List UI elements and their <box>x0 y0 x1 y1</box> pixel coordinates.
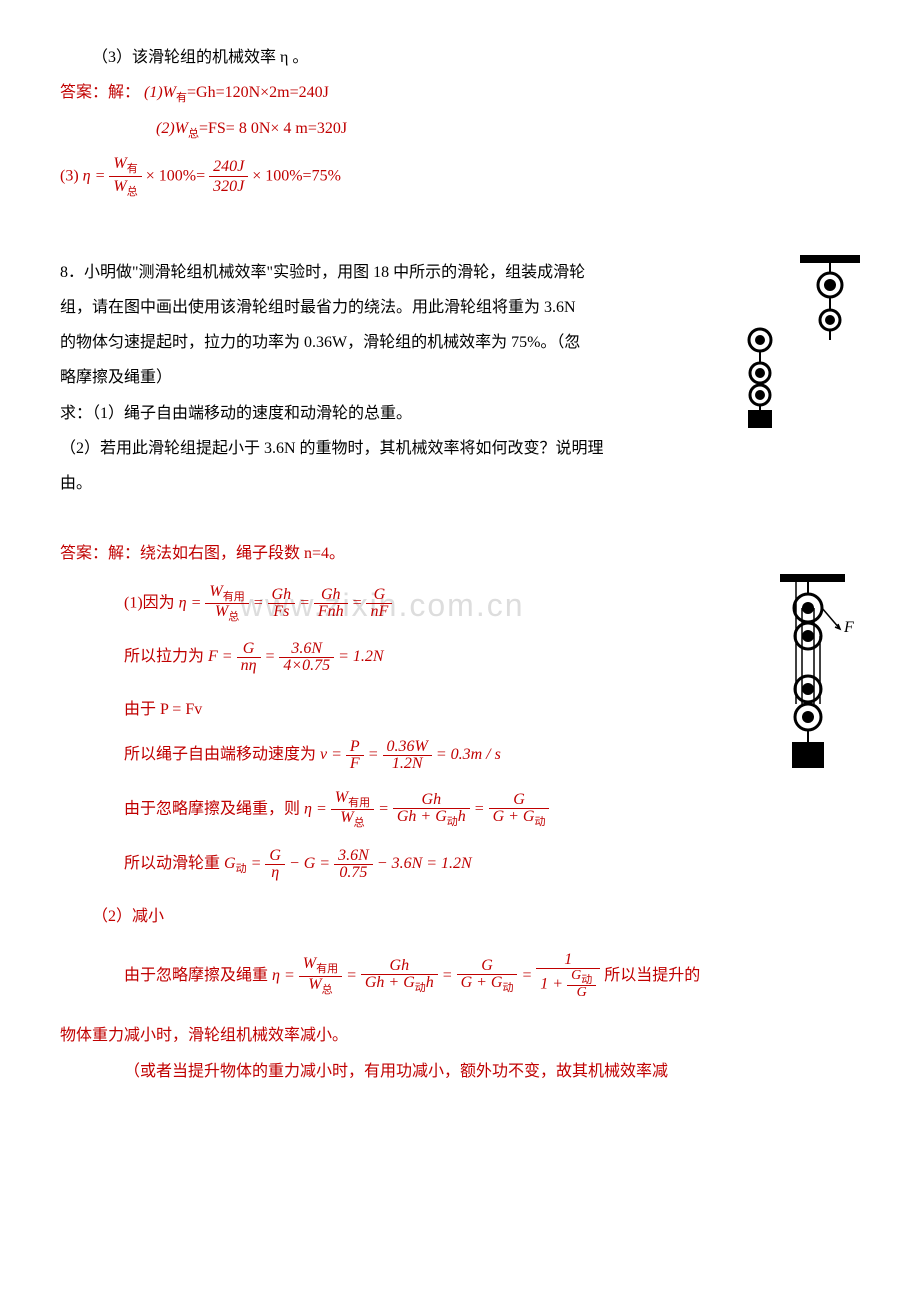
line8: 物体重力减小时，滑轮组机械效率减小。 <box>60 1018 860 1053</box>
eq-line4: 所以绳子自由端移动速度为 v = PF = 0.36W1.2N = 0.3m /… <box>60 739 860 772</box>
eq-line7: 由于忽略摩擦及绳重 η = W有用 W总 = Gh Gh + G动h = G G… <box>60 952 860 1001</box>
line9: （或者当提升物体的重力减小时，有用功减小，额外功不变，故其机械效率减 <box>60 1054 860 1089</box>
q8-p1: 8．小明做"测滑轮组机械效率"实验时，用图 18 中所示的滑轮，组装成滑轮 <box>60 255 860 290</box>
pulley-diagram-answer: F <box>780 574 860 784</box>
eq-line1: (1)因为 η = W有用 W总 = GhFs = GhFnh = GnF <box>60 584 860 623</box>
q8-ans1: 答案：解：绕法如右图，绳子段数 n=4。 <box>60 536 860 571</box>
eq-line5: 由于忽略摩擦及绳重，则 η = W有用 W总 = Gh Gh + G动h = G… <box>60 790 860 829</box>
q7-a1: (1)W有=Gh=120N×2m=240J <box>144 84 329 101</box>
eq-line2: 所以拉力为 F = Gnη = 3.6N4×0.75 = 1.2N <box>60 641 860 674</box>
q7-a3-row: (3) η = W有 W总 × 100%= 240J 320J × 100%=7… <box>60 154 860 200</box>
pulley-diagram-mid <box>730 325 790 435</box>
eq-line6: 所以动滑轮重 G动 = Gη − G = 3.6N0.75 − 3.6N = 1… <box>60 848 860 881</box>
q8-p2: 组，请在图中画出使用该滑轮组时最省力的绕法。用此滑轮组将重为 3.6N <box>60 290 860 325</box>
svg-text:F: F <box>843 619 854 636</box>
part2-label: （2）减小 <box>60 899 860 934</box>
eq-line3: 由于 P = Fv <box>60 692 860 727</box>
q7-part3: （3）该滑轮组的机械效率 η 。 <box>60 40 860 75</box>
ans-label: 答案：解： <box>60 84 140 101</box>
q8-p6: （2）若用此滑轮组提起小于 3.6N 的重物时，其机械效率将如何改变？说明理 <box>60 431 860 466</box>
q7-a2-row: (2)W总=FS= 8 0N× 4 m=320J <box>60 111 860 146</box>
q8-p7: 由。 <box>60 466 860 501</box>
a3-mid: × 100%= <box>146 167 209 184</box>
a3-end: × 100%=75% <box>252 167 341 184</box>
q7-answer: 答案：解： (1)W有=Gh=120N×2m=240J <box>60 75 860 110</box>
a3-pre: (3) <box>60 167 79 184</box>
